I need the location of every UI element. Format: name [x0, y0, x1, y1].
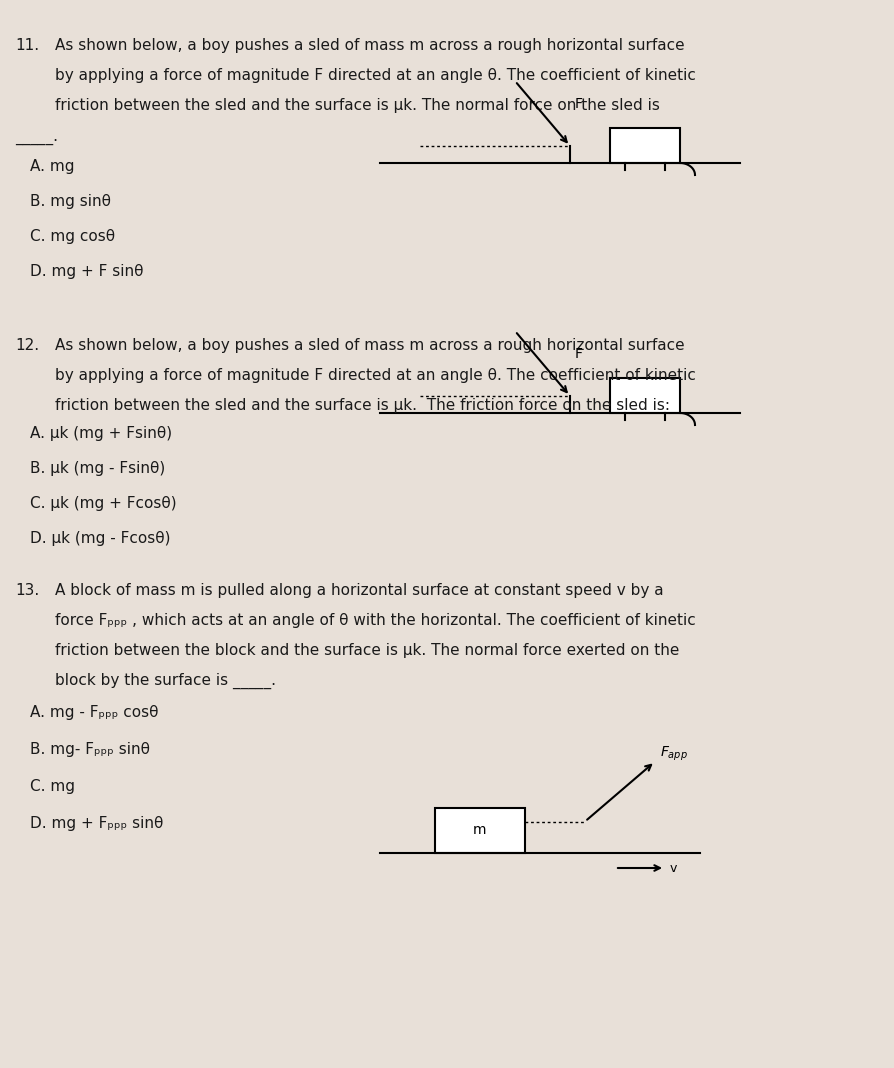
Text: $F_{app}$: $F_{app}$: [659, 744, 687, 763]
Text: m: m: [473, 823, 486, 837]
Text: v: v: [670, 862, 677, 875]
Text: by applying a force of magnitude F directed at an angle θ. The coefficient of ki: by applying a force of magnitude F direc…: [55, 68, 696, 83]
Text: A. mg - Fₚₚₚ cosθ: A. mg - Fₚₚₚ cosθ: [30, 705, 158, 720]
Text: 11.: 11.: [15, 38, 39, 53]
Text: by applying a force of magnitude F directed at an angle θ. The coefficient of ki: by applying a force of magnitude F direc…: [55, 368, 696, 383]
Text: D. μk (mg - Fcosθ): D. μk (mg - Fcosθ): [30, 531, 171, 546]
Text: As shown below, a boy pushes a sled of mass m across a rough horizontal surface: As shown below, a boy pushes a sled of m…: [55, 38, 684, 53]
Text: 13.: 13.: [15, 583, 39, 598]
Text: D. mg + F sinθ: D. mg + F sinθ: [30, 264, 143, 279]
Text: _____.: _____.: [15, 131, 58, 146]
Bar: [610, 378, 679, 413]
Text: C. μk (mg + Fcosθ): C. μk (mg + Fcosθ): [30, 496, 176, 511]
Text: block by the surface is _____.: block by the surface is _____.: [55, 673, 275, 689]
Text: friction between the sled and the surface is μk.  The friction force on the sled: friction between the sled and the surfac…: [55, 398, 670, 413]
Text: C. mg cosθ: C. mg cosθ: [30, 229, 115, 244]
Text: force Fₚₚₚ , which acts at an angle of θ with the horizontal. The coefficient of: force Fₚₚₚ , which acts at an angle of θ…: [55, 613, 695, 628]
Text: A block of mass m is pulled along a horizontal surface at constant speed v by a: A block of mass m is pulled along a hori…: [55, 583, 662, 598]
Bar: [610, 128, 679, 163]
Text: 12.: 12.: [15, 337, 39, 354]
Text: F: F: [574, 347, 582, 361]
Text: friction between the block and the surface is μk. The normal force exerted on th: friction between the block and the surfa…: [55, 643, 679, 658]
Text: friction between the sled and the surface is μk. The normal force on the sled is: friction between the sled and the surfac…: [55, 98, 659, 113]
Text: D. mg + Fₚₚₚ sinθ: D. mg + Fₚₚₚ sinθ: [30, 816, 164, 831]
Text: As shown below, a boy pushes a sled of mass m across a rough horizontal surface: As shown below, a boy pushes a sled of m…: [55, 337, 684, 354]
Text: C. mg: C. mg: [30, 779, 75, 794]
Bar: [434, 808, 525, 853]
Text: B. mg sinθ: B. mg sinθ: [30, 194, 111, 209]
Text: B. μk (mg - Fsinθ): B. μk (mg - Fsinθ): [30, 461, 165, 476]
Text: A. mg: A. mg: [30, 159, 74, 174]
Text: A. μk (mg + Fsinθ): A. μk (mg + Fsinθ): [30, 426, 172, 441]
Text: B. mg- Fₚₚₚ sinθ: B. mg- Fₚₚₚ sinθ: [30, 742, 150, 757]
Text: F: F: [574, 97, 582, 111]
